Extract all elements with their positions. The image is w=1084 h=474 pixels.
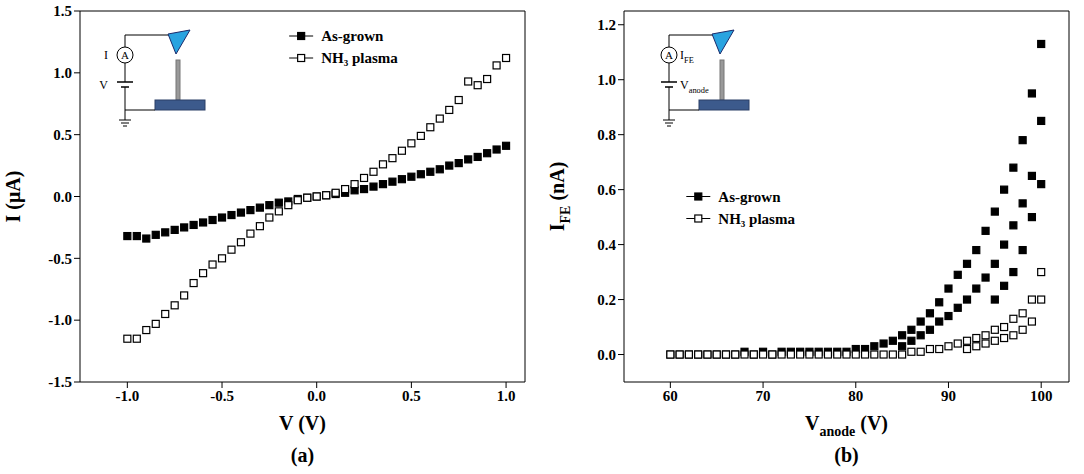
svg-text:Vanode: Vanode (680, 78, 709, 95)
svg-text:(b): (b) (834, 444, 858, 467)
svg-text:1.0: 1.0 (497, 388, 516, 404)
svg-text:As-grown: As-grown (321, 28, 384, 44)
svg-text:1.0: 1.0 (53, 65, 72, 81)
svg-text:0.8: 0.8 (597, 127, 616, 143)
svg-text:0.0: 0.0 (53, 189, 72, 205)
svg-text:IFE: IFE (680, 48, 694, 65)
svg-text:IFE (nA): IFE (nA) (546, 162, 573, 232)
svg-text:1.2: 1.2 (597, 17, 616, 33)
svg-text:Vanode (V): Vanode (V) (805, 412, 888, 439)
svg-text:1.5: 1.5 (53, 3, 72, 19)
svg-text:90: 90 (941, 388, 956, 404)
svg-text:0.0: 0.0 (597, 347, 616, 363)
svg-text:70: 70 (756, 388, 771, 404)
svg-text:NH₃ plasma: NH₃ plasma (718, 211, 795, 227)
svg-text:1.0: 1.0 (597, 72, 616, 88)
svg-text:V (V): V (V) (279, 412, 326, 435)
svg-text:-0.5: -0.5 (210, 388, 234, 404)
svg-text:-1.0: -1.0 (115, 388, 139, 404)
svg-text:100: 100 (1030, 388, 1053, 404)
svg-text:-0.5: -0.5 (48, 251, 72, 267)
svg-text:-1.0: -1.0 (48, 312, 72, 328)
svg-text:A: A (665, 49, 673, 61)
svg-text:0.5: 0.5 (402, 388, 421, 404)
svg-text:0.2: 0.2 (597, 292, 616, 308)
svg-text:V: V (99, 78, 108, 92)
svg-text:I: I (104, 48, 108, 62)
svg-text:I (μA): I (μA) (2, 171, 25, 223)
svg-text:80: 80 (848, 388, 863, 404)
svg-text:A: A (121, 49, 129, 61)
svg-text:0.0: 0.0 (307, 388, 326, 404)
svg-text:As-grown: As-grown (718, 189, 781, 205)
svg-text:0.4: 0.4 (597, 237, 616, 253)
svg-text:0.6: 0.6 (597, 182, 616, 198)
svg-text:60: 60 (663, 388, 678, 404)
svg-text:0.5: 0.5 (53, 127, 72, 143)
svg-text:NH₃ plasma: NH₃ plasma (321, 50, 398, 66)
svg-text:-1.5: -1.5 (48, 374, 72, 390)
svg-text:(a): (a) (291, 444, 314, 467)
